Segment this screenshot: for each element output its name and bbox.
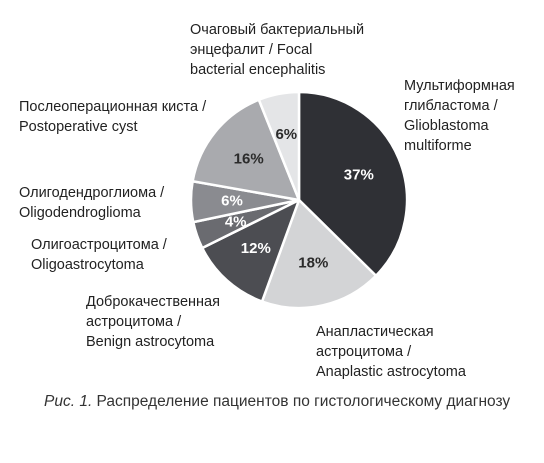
label-anaplastic-astrocytoma: Анапластическая астроцитома / Anaplastic a… <box>316 324 466 380</box>
caption-prefix: Рис. 1. <box>44 393 93 410</box>
pie-slice-6 <box>257 90 301 202</box>
slice-value-label-6: 6% <box>275 126 297 143</box>
slice-value-label-5: 16% <box>234 151 264 168</box>
label-benign-astrocytoma: Доброкачественная астроцитома / Benign ast… <box>86 294 220 350</box>
slice-value-label-3: 4% <box>225 213 247 230</box>
slice-value-label-2: 12% <box>241 240 271 257</box>
label-glioblastoma: Мультиформная глибластома / Glioblastoma mu… <box>404 78 515 154</box>
caption-text: Распределение пациентов по гистологическ… <box>92 393 511 410</box>
label-oligoastrocytoma: Олигоастроцитома / Oligoastrocytoma <box>31 237 167 273</box>
slice-value-label-1: 18% <box>298 255 328 272</box>
pie-slice-0 <box>297 90 409 278</box>
label-oligodendroglioma: Олигодендроглиома / Oligodendroglioma <box>19 185 165 221</box>
slice-value-label-4: 6% <box>221 193 243 210</box>
slice-value-label-0: 37% <box>344 167 374 184</box>
pie-slice-1 <box>260 198 378 310</box>
figure-caption: Рис. 1. Распределение пациентов по гисто… <box>44 391 514 412</box>
label-focal-bacterial-encephalitis: Очаговый бактериальный энцефалит / Focal b… <box>190 22 365 78</box>
pie-slice-5 <box>191 98 301 202</box>
pie-slice-2 <box>200 198 301 303</box>
label-postoperative-cyst: Послеоперационная киста / Postoperative c… <box>19 99 207 135</box>
